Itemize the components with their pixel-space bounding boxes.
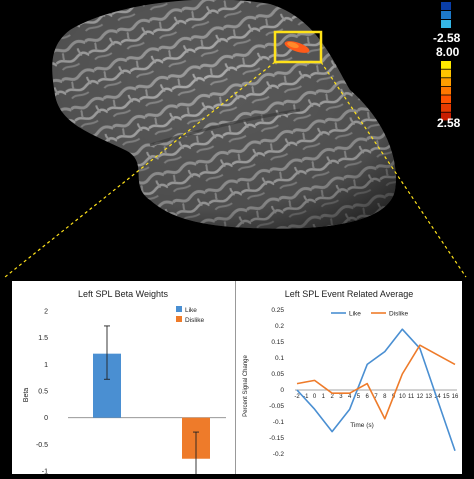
series-line-like (296, 328, 456, 452)
y-axis-label: Percent Signal Change (243, 354, 249, 416)
brain-surface-panel: -2.58 8.00 2.58 (4, 0, 467, 278)
x-tick-label: -1 (303, 394, 309, 400)
x-tick-label: 14 (434, 394, 441, 400)
colorbar-neg-label: -2.58 (433, 31, 461, 45)
x-tick-label: -2 (294, 394, 300, 400)
y-tick-label: 0.15 (271, 339, 284, 346)
colorbar-pos-max-label: 8.00 (436, 45, 460, 59)
colorbar-swatch (441, 95, 451, 104)
chart-title: Left SPL Beta Weights (78, 289, 169, 299)
colorbar-swatch (441, 104, 451, 112)
y-tick-label: -0.2 (273, 451, 285, 458)
x-tick-label: 5 (357, 394, 361, 400)
event-related-average-chart: Left SPL Event Related Average Percent S… (236, 281, 462, 474)
roi-highlight-box (273, 30, 323, 64)
x-tick-label: 13 (425, 394, 432, 400)
legend-swatch-like (176, 306, 182, 312)
colorbar-swatch (441, 86, 451, 95)
y-tick-label: 0.1 (275, 355, 284, 362)
y-tick-label: -0.5 (36, 442, 48, 449)
y-tick-label: -0.05 (269, 403, 284, 410)
event-related-svg: Left SPL Event Related Average Percent S… (243, 289, 459, 458)
x-tick-label: 3 (339, 394, 343, 400)
colorbar-swatch (441, 2, 451, 10)
series-line-dislike (296, 344, 456, 420)
x-tick-label: 1 (322, 394, 326, 400)
y-tick-label: 0.5 (38, 389, 48, 396)
legend-label-dislike: Dislike (185, 317, 205, 324)
y-tick-label: 0.2 (275, 323, 284, 330)
x-tick-label: 12 (417, 394, 424, 400)
plot-area: 0.25 0.2 0.15 0.1 0.05 0 -0.05 -0.1 -0.15 -0.2 -2-… (269, 307, 459, 458)
legend-label-dislike: Dislike (389, 311, 409, 318)
colorbar-swatch (441, 78, 451, 86)
y-tick-label: 1.5 (38, 335, 48, 342)
charts-panel: Left SPL Beta Weights Beta 2 1.5 1 0.5 0 -0.5… (12, 281, 462, 479)
x-tick-label: 11 (408, 394, 415, 400)
y-tick-label: 2 (44, 309, 48, 316)
x-tick-label: 6 (366, 394, 370, 400)
colorbar-swatch (441, 69, 451, 78)
legend-label-like: Like (185, 307, 197, 314)
legend: Like Dislike (331, 311, 409, 318)
y-tick-label: 0 (44, 415, 48, 422)
y-axis-label: Beta (23, 388, 30, 403)
x-tick-label: 7 (374, 394, 378, 400)
x-tick-label: 16 (452, 394, 459, 400)
colorbar-positive-swatches (441, 61, 451, 121)
colorbar-negative-swatches (441, 2, 451, 28)
x-tick-label: 0 (313, 394, 317, 400)
y-tick-label: 0 (280, 387, 284, 394)
beta-weights-svg: Left SPL Beta Weights Beta 2 1.5 1 0.5 0 -0.5… (23, 289, 226, 479)
y-tick-label: -1 (42, 469, 48, 475)
colorbar-swatch (441, 61, 451, 69)
activation-blob (284, 41, 310, 53)
brain-surface (52, 0, 396, 229)
x-axis-label: Time (s) (350, 422, 374, 429)
beta-weights-chart: Left SPL Beta Weights Beta 2 1.5 1 0.5 0 -0.5… (12, 281, 236, 479)
y-tick-label: -0.1 (273, 419, 285, 426)
x-tick-label: 8 (383, 394, 387, 400)
y-tick-label: 0.25 (271, 307, 284, 314)
colorbar-pos-min-label: 2.58 (437, 116, 461, 130)
legend-label-like: Like (349, 311, 361, 318)
legend-swatch-dislike (176, 316, 182, 322)
y-tick-label: -0.15 (269, 435, 284, 442)
colorbar-swatch (441, 20, 451, 28)
y-tick-label: 0.05 (271, 371, 284, 378)
colorbar: -2.58 8.00 2.58 (433, 2, 461, 130)
legend: Like Dislike (176, 306, 205, 324)
x-tick-label: 10 (399, 394, 406, 400)
colorbar-swatch (441, 112, 451, 121)
plot-area: 2 1.5 1 0.5 0 -0.5 -1 (36, 309, 226, 479)
zoom-guide-lines (4, 61, 467, 278)
y-tick-label: 1 (44, 362, 48, 369)
x-tick-label: 4 (348, 394, 352, 400)
x-tick-label: 2 (330, 394, 334, 400)
x-tick-label: 15 (443, 394, 450, 400)
chart-title: Left SPL Event Related Average (285, 289, 414, 299)
colorbar-swatch (441, 11, 451, 19)
